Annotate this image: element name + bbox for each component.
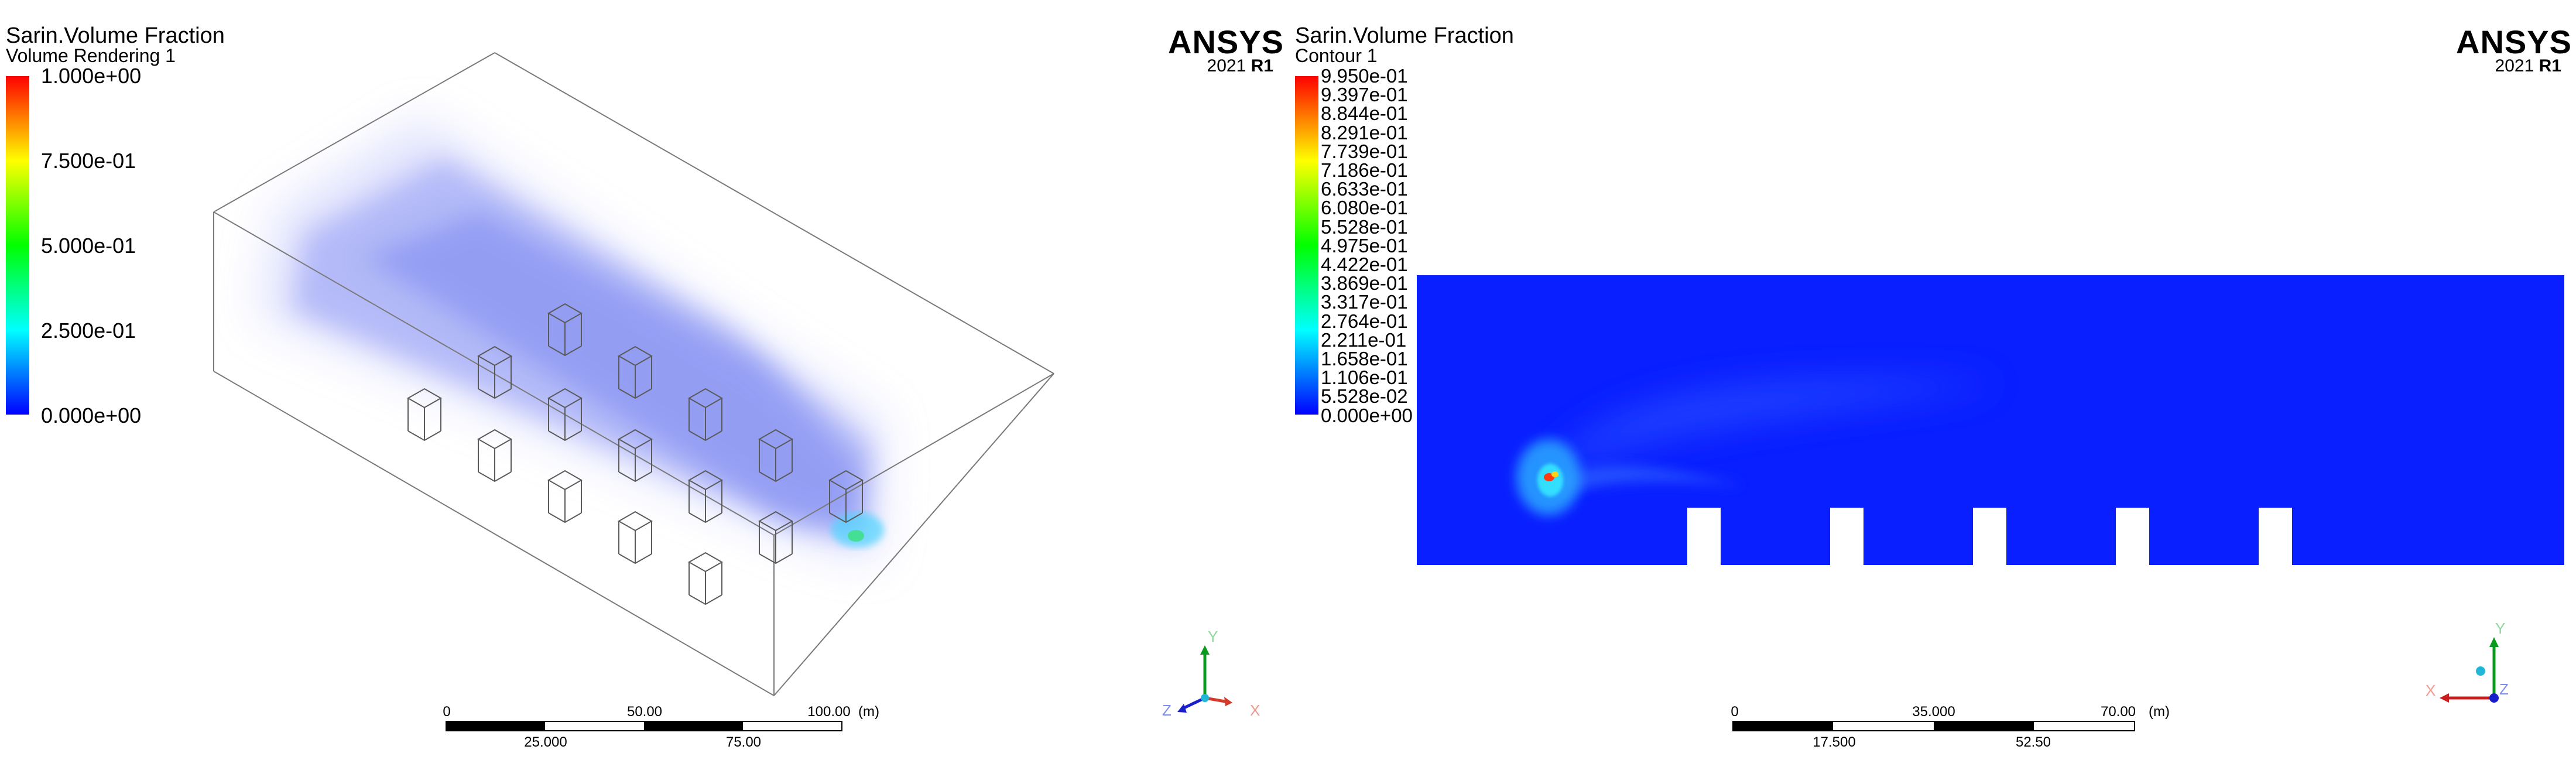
obstacle-blocks bbox=[406, 303, 864, 605]
scale-tick: 35.000 bbox=[1912, 704, 1955, 720]
colorbar-label: 1.658e-01 bbox=[1321, 348, 1408, 369]
logo-version: 2021 bbox=[1207, 56, 1246, 76]
axis-y-label: Y bbox=[2495, 620, 2505, 637]
obstacle-block bbox=[617, 511, 653, 532]
ansys-logo: ANSYS 2021 R1 bbox=[1168, 23, 1284, 76]
colorbar-label: 9.950e-01 bbox=[1321, 65, 1408, 87]
colorbar-label: 7.186e-01 bbox=[1321, 159, 1408, 181]
colorbar-label: 5.000e-01 bbox=[41, 234, 136, 258]
colorbar-label: 5.528e-02 bbox=[1321, 385, 1408, 408]
scale-unit: (m) bbox=[858, 704, 879, 720]
obstacle-block bbox=[406, 388, 443, 409]
scale-tick: 75.00 bbox=[725, 734, 762, 750]
variable-title: Sarin.Volume Fraction bbox=[6, 23, 225, 48]
colorbar-label: 2.500e-01 bbox=[41, 319, 136, 343]
colorbar-label: 1.000e+00 bbox=[41, 64, 142, 88]
colorbar-label: 7.500e-01 bbox=[41, 149, 136, 173]
obstacle-block bbox=[687, 552, 724, 573]
scale-tick: 100.00 bbox=[807, 704, 851, 720]
axis-triad[interactable]: Y X Z bbox=[1156, 627, 1273, 732]
domain-bounding-box bbox=[213, 52, 1054, 696]
colorbar-label: 5.528e-01 bbox=[1321, 215, 1408, 238]
plot-subtitle: Volume Rendering 1 bbox=[6, 45, 176, 66]
contour-plot-area[interactable] bbox=[1417, 275, 2564, 565]
axis-y-label: Y bbox=[1208, 628, 1218, 645]
colorbar-label: 2.211e-01 bbox=[1321, 328, 1407, 351]
logo-release: R1 bbox=[1251, 56, 1273, 76]
scale-tick: 17.500 bbox=[1813, 734, 1856, 750]
sarin-plume-volume bbox=[258, 117, 884, 562]
colorbar-legend bbox=[1295, 76, 1318, 415]
ansys-logo: ANSYS 2021 R1 bbox=[2456, 23, 2572, 76]
colorbar-label: 1.106e-01 bbox=[1321, 367, 1408, 389]
scale-tick: 70.00 bbox=[2100, 704, 2136, 720]
axis-x-label: X bbox=[2426, 682, 2435, 699]
colorbar-label: 3.869e-01 bbox=[1321, 272, 1408, 295]
obstacle-block bbox=[477, 429, 513, 450]
contour-view[interactable]: Sarin.Volume Fraction Contour 1 ANSYS 20… bbox=[1288, 0, 2576, 770]
colorbar-label: 7.739e-01 bbox=[1321, 140, 1408, 162]
logo-version: 2021 bbox=[2495, 56, 2534, 76]
obstacle-gaps bbox=[1687, 508, 2292, 565]
logo-release: R1 bbox=[2539, 56, 2561, 76]
domain-3d-view[interactable] bbox=[0, 0, 1288, 770]
scale-bar bbox=[1732, 721, 2135, 731]
scale-unit: (m) bbox=[2149, 704, 2170, 720]
colorbar-label: 0.000e+00 bbox=[41, 403, 142, 427]
plume-contour bbox=[1516, 381, 2002, 515]
axis-z-label: Z bbox=[2499, 680, 2509, 698]
axis-z-label: Z bbox=[1162, 701, 1171, 719]
scale-tick: 25.000 bbox=[524, 734, 567, 750]
colorbar-label: 3.317e-01 bbox=[1321, 291, 1408, 313]
variable-title: Sarin.Volume Fraction bbox=[1295, 23, 1514, 48]
scale-tick: 0 bbox=[443, 704, 451, 720]
volume-rendering-view[interactable]: Sarin.Volume Fraction Volume Rendering 1… bbox=[0, 0, 1288, 770]
scale-bar bbox=[446, 721, 842, 731]
scale-tick: 0 bbox=[1731, 704, 1739, 720]
obstacle-block bbox=[547, 470, 583, 491]
scale-tick: 50.00 bbox=[626, 704, 663, 720]
plot-subtitle: Contour 1 bbox=[1295, 45, 1378, 66]
colorbar-label: 8.291e-01 bbox=[1321, 121, 1408, 143]
colorbar-legend bbox=[6, 76, 29, 415]
colorbar-label: 8.844e-01 bbox=[1321, 102, 1408, 125]
scale-tick: 52.50 bbox=[2015, 734, 2051, 750]
colorbar-label: 2.764e-01 bbox=[1321, 310, 1408, 332]
axis-x-label: X bbox=[1250, 701, 1260, 719]
colorbar-label: 4.422e-01 bbox=[1321, 254, 1408, 275]
axis-triad[interactable]: Y X Z bbox=[2421, 615, 2561, 720]
colorbar-label: 6.080e-01 bbox=[1321, 197, 1408, 219]
logo-brand: ANSYS bbox=[1168, 23, 1284, 60]
colorbar-label: 0.000e+00 bbox=[1321, 404, 1413, 426]
colorbar-label: 4.975e-01 bbox=[1321, 234, 1408, 256]
logo-brand: ANSYS bbox=[2456, 23, 2572, 60]
colorbar-label: 6.633e-01 bbox=[1321, 178, 1408, 200]
colorbar-label: 9.397e-01 bbox=[1321, 84, 1408, 106]
